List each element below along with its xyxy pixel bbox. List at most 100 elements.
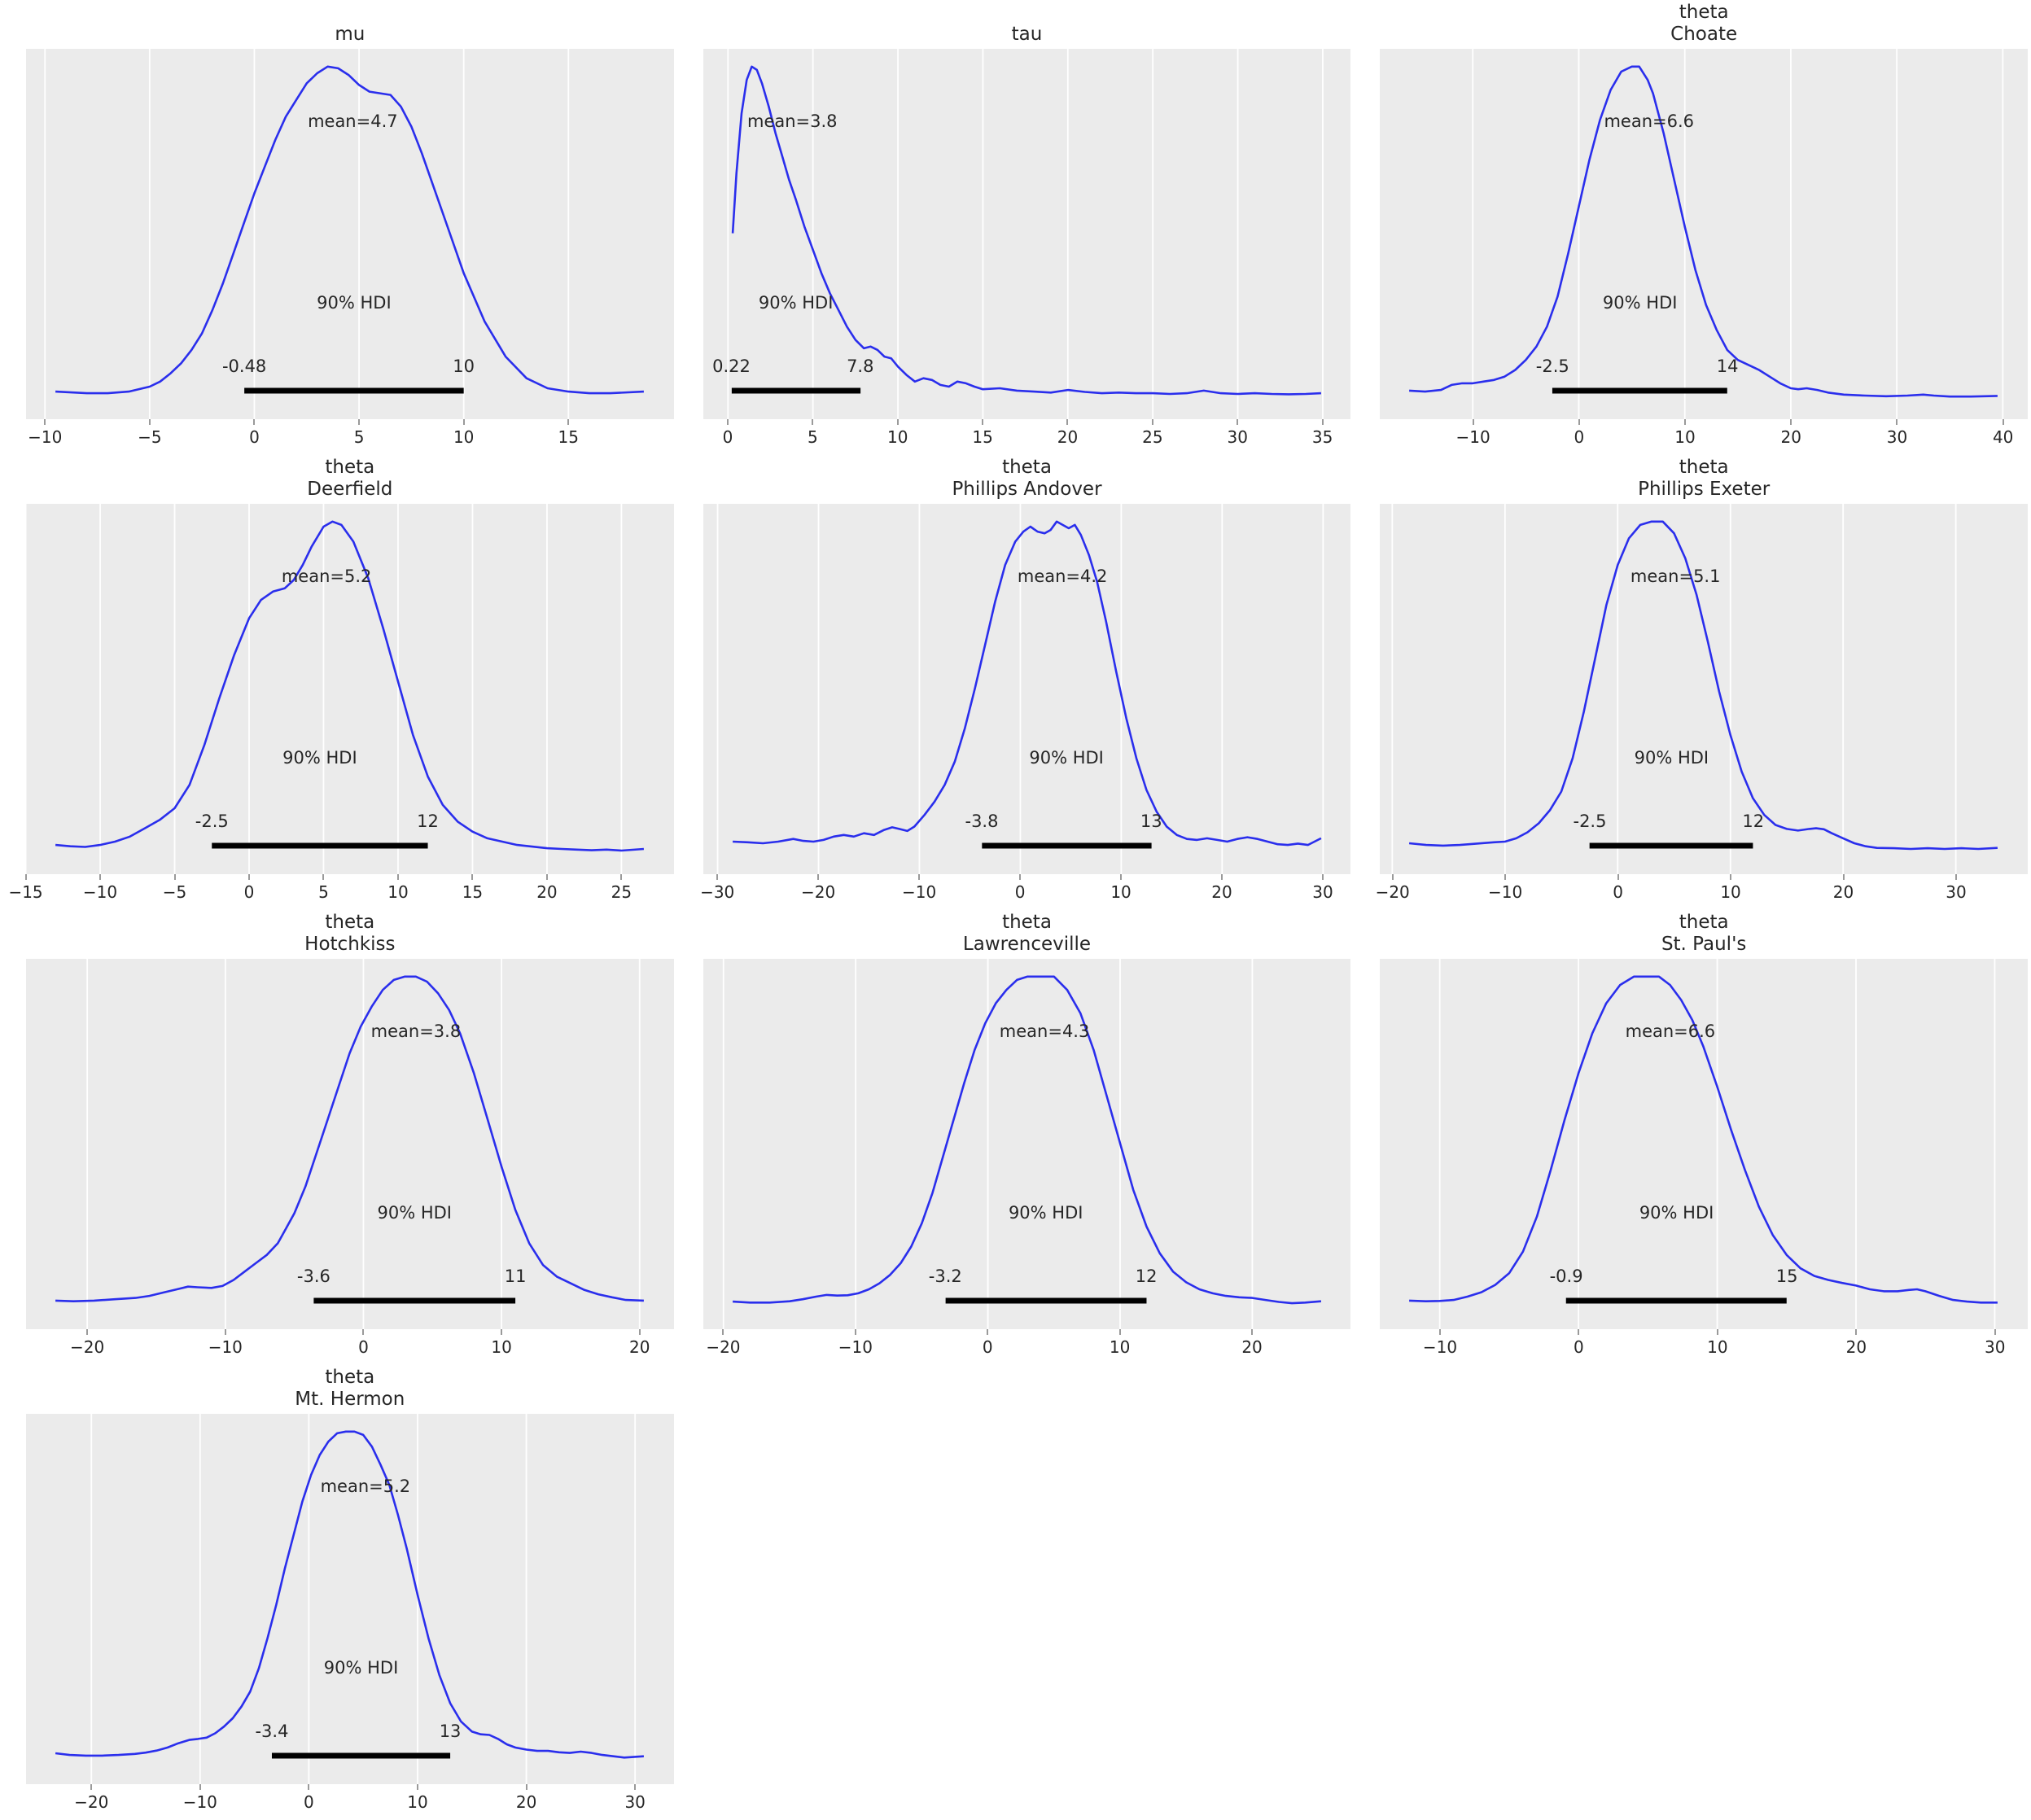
hdi-lower-label: -3.2	[928, 1267, 962, 1286]
kde-plot-svg	[44, 49, 644, 419]
x-axis-ticks: −10 0 10 20 30	[1380, 1329, 2028, 1365]
x-tick-label: 5	[353, 427, 365, 447]
x-tick-mark	[24, 874, 27, 880]
plot-panel: mean=4.7 90% HDI -0.48 10	[26, 49, 674, 419]
plot-panel: mean=5.2 90% HDI -3.4 13	[26, 1414, 674, 1784]
x-axis-ticks: −30 −20 −10 0 10 20 30	[700, 874, 1351, 910]
subplot-title: theta Lawrenceville	[703, 910, 1351, 959]
x-axis-ticks: −20 −10 0 10 20 30	[1376, 874, 2028, 910]
x-tick-mark	[1954, 874, 1957, 880]
x-tick-mark	[1391, 874, 1394, 880]
hdi-lower-label: -3.6	[296, 1267, 330, 1286]
x-axis-ticks: −15 −10 −5 0 5 10 15 20 25	[8, 874, 674, 910]
x-tick-label: 0	[304, 1792, 314, 1812]
subplot-mu: mu mean=4.7 90% HDI -0.48 10 −10 −5 0 5 10 15	[0, 0, 677, 455]
x-tick-mark	[471, 874, 474, 880]
kde-plot-svg	[1391, 504, 1998, 874]
x-tick-label: 10	[407, 1792, 428, 1812]
x-tick-label: 10	[491, 1337, 512, 1357]
x-tick-label: 20	[1845, 1337, 1867, 1357]
x-tick-mark	[1716, 1329, 1718, 1335]
x-tick-label: −15	[8, 882, 43, 902]
x-tick-label: −10	[28, 427, 63, 447]
subplot-title: theta Hotchkiss	[26, 910, 674, 959]
x-tick-label: −20	[1375, 882, 1410, 902]
kde-curve	[731, 65, 1321, 396]
x-tick-mark	[224, 1329, 226, 1335]
hdi-label: 90% HDI	[1634, 748, 1709, 768]
title-line: theta	[325, 912, 375, 933]
x-tick-label: 10	[453, 427, 475, 447]
x-tick-label: −10	[182, 1792, 217, 1812]
hdi-label: 90% HDI	[317, 293, 392, 313]
subplot-theta-mt-hermon: theta Mt. Hermon mean=5.2 90% HDI -3.4 13 −20−…	[0, 1365, 677, 1820]
subplot-theta-phillips-andover: theta Phillips Andover mean=4.2 90% HDI -3.8…	[677, 455, 1355, 910]
x-tick-label: 0	[722, 427, 733, 447]
mean-label: mean=3.8	[746, 112, 838, 131]
hdi-lower-label: -3.4	[255, 1722, 289, 1741]
kde-plot-svg	[716, 504, 1324, 874]
subplot-title: theta Deerfield	[26, 455, 674, 504]
mean-label: mean=6.6	[1604, 112, 1695, 131]
x-tick-label: −20	[706, 1337, 741, 1357]
x-tick-mark	[358, 419, 361, 425]
kde-curve	[1409, 65, 1998, 398]
kde-curve	[732, 520, 1322, 847]
hdi-lower-label: -2.5	[1535, 357, 1569, 376]
x-tick-mark	[1842, 874, 1845, 880]
x-tick-label: 20	[1057, 427, 1079, 447]
mean-label: mean=4.2	[1017, 567, 1108, 586]
x-tick-label: 20	[1211, 882, 1232, 902]
mean-label: mean=5.2	[281, 567, 372, 586]
hdi-label: 90% HDI	[323, 1658, 399, 1678]
kde-curve	[732, 975, 1321, 1305]
plot-panel: mean=3.8 90% HDI 0.22 7.8	[703, 49, 1351, 419]
x-tick-mark	[896, 419, 899, 425]
title-line: Phillips Andover	[952, 479, 1102, 500]
x-tick-mark	[322, 874, 325, 880]
hdi-upper-label: 12	[1742, 812, 1765, 831]
x-tick-mark	[1251, 1329, 1254, 1335]
x-tick-label: 25	[611, 882, 632, 902]
empty-cell	[677, 1365, 1355, 1820]
kde-curve	[55, 975, 644, 1302]
kde-plot-svg	[55, 959, 644, 1329]
x-tick-mark	[199, 1784, 201, 1790]
x-tick-label: 20	[536, 882, 558, 902]
x-tick-mark	[396, 874, 399, 880]
x-tick-mark	[1994, 1329, 1996, 1335]
plot-panel: mean=5.1 90% HDI -2.5 12	[1380, 504, 2028, 874]
mean-label: mean=5.2	[320, 1477, 411, 1496]
title-line: theta	[325, 457, 375, 478]
plot-panel: mean=6.6 90% HDI -2.5 14	[1380, 49, 2028, 419]
x-tick-label: −20	[70, 1337, 105, 1357]
x-tick-label: −10	[1422, 1337, 1458, 1357]
x-tick-mark	[1855, 1329, 1858, 1335]
hdi-upper-label: 10	[453, 357, 475, 376]
x-tick-mark	[638, 1329, 641, 1335]
x-tick-mark	[1019, 874, 1022, 880]
x-axis-ticks: −20 −10 0 10 20	[703, 1329, 1351, 1365]
x-tick-label: 15	[558, 427, 579, 447]
plot-panel: mean=4.2 90% HDI -3.8 13	[703, 504, 1351, 874]
hdi-upper-label: 7.8	[847, 357, 874, 376]
x-tick-mark	[634, 1784, 637, 1790]
x-tick-mark	[1578, 1329, 1580, 1335]
x-tick-label: −20	[74, 1792, 109, 1812]
hdi-lower-label: -2.5	[1573, 812, 1607, 831]
x-tick-label: 15	[462, 882, 484, 902]
title-line: theta	[1002, 457, 1052, 478]
kde-plot-svg	[1409, 959, 1998, 1329]
hdi-label: 90% HDI	[1029, 748, 1104, 768]
x-tick-mark	[716, 874, 719, 880]
mean-label: mean=5.1	[1630, 567, 1721, 586]
hdi-lower-label: -3.8	[965, 812, 999, 831]
x-tick-mark	[148, 419, 151, 425]
kde-curve	[55, 1430, 644, 1759]
x-tick-mark	[247, 874, 250, 880]
x-tick-label: 30	[624, 1792, 646, 1812]
x-tick-mark	[1578, 419, 1580, 425]
title-line: Lawrenceville	[962, 934, 1092, 955]
subplot-title: mu	[26, 0, 674, 49]
x-tick-label: 10	[1109, 1337, 1131, 1357]
